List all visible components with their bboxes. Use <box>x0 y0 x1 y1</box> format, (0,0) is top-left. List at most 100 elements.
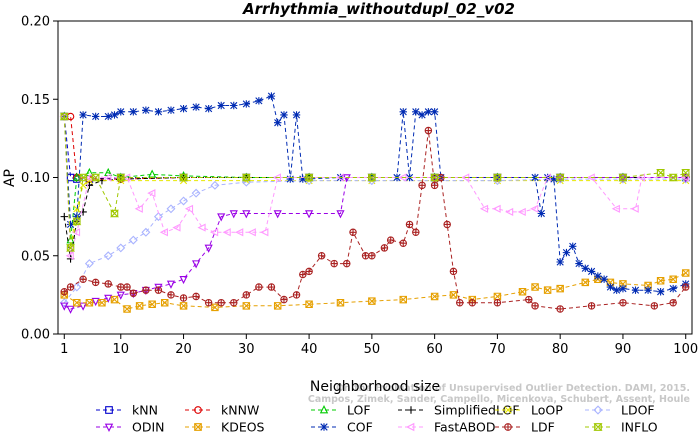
data-point <box>166 204 176 214</box>
y-tick-label: 0.00 <box>21 328 50 343</box>
data-point <box>449 291 458 299</box>
legend-label: FastABOD <box>434 420 496 434</box>
data-point <box>72 282 82 292</box>
data-point <box>418 181 426 189</box>
data-point <box>418 111 426 119</box>
data-point <box>116 173 126 182</box>
data-point <box>669 284 677 293</box>
data-point <box>222 228 231 237</box>
data-point <box>650 302 659 310</box>
data-point <box>304 173 314 182</box>
data-point <box>594 272 602 280</box>
data-point <box>204 299 213 307</box>
data-point <box>211 303 219 312</box>
legend-item-loop: LoOP <box>495 403 563 418</box>
data-point <box>619 299 627 307</box>
data-point <box>330 259 338 268</box>
data-point <box>619 284 627 293</box>
data-point <box>656 277 665 285</box>
legend-label: SimplifiedLOF <box>434 403 520 418</box>
series-ldf <box>60 126 690 313</box>
data-point <box>91 297 100 307</box>
data-point <box>681 269 690 277</box>
data-point <box>468 299 477 307</box>
legend-label: KDEOS <box>221 420 265 434</box>
data-point <box>368 297 376 305</box>
data-point <box>493 292 502 301</box>
data-point <box>179 302 188 310</box>
y-axis: 0.00 0.05 0.10 0.15 0.20 <box>21 15 58 343</box>
data-point <box>272 173 281 182</box>
data-point <box>669 299 677 307</box>
data-point <box>656 288 665 296</box>
y-tick-label: 0.20 <box>21 15 50 30</box>
data-point <box>117 283 125 291</box>
data-point <box>335 173 344 182</box>
data-point <box>274 119 282 127</box>
data-point <box>179 173 189 182</box>
data-point <box>320 423 328 431</box>
x-tick-label: 90 <box>615 342 632 357</box>
data-point <box>304 210 314 219</box>
data-point <box>72 217 82 226</box>
data-point <box>299 175 307 183</box>
x-axis-label: Neighborhood size <box>310 379 440 395</box>
data-point <box>242 302 251 310</box>
data-point <box>66 283 75 291</box>
legend-item-kdeos: KDEOS <box>185 420 265 434</box>
data-point <box>562 248 571 257</box>
data-point <box>407 406 415 414</box>
data-point <box>217 101 225 110</box>
data-point <box>668 173 678 182</box>
legend-item-inflo: INFLO <box>585 420 658 434</box>
data-point <box>517 207 526 217</box>
legend-label: kNN <box>132 403 158 418</box>
data-point <box>129 289 138 297</box>
legend-item-lof: LOF <box>311 403 371 418</box>
data-point <box>197 223 206 232</box>
data-point <box>412 228 420 236</box>
data-point <box>73 212 81 221</box>
data-point <box>66 244 76 252</box>
data-point <box>141 227 151 237</box>
data-point <box>600 275 608 283</box>
series-line <box>63 116 686 256</box>
data-point <box>537 209 546 218</box>
data-point <box>280 111 288 119</box>
y-axis-label: AP <box>2 169 18 187</box>
legend-item-odin: ODIN <box>96 420 165 434</box>
data-point <box>305 267 313 276</box>
legend-label: kNNW <box>221 403 259 418</box>
data-point <box>154 286 163 294</box>
data-point <box>518 287 527 296</box>
data-point <box>60 288 69 296</box>
x-tick-label: 100 <box>673 342 698 357</box>
legend-item-ldf: LDF <box>495 420 555 434</box>
data-point <box>79 275 87 283</box>
data-point <box>210 180 220 190</box>
data-point <box>399 108 407 116</box>
data-point <box>192 103 200 111</box>
data-point <box>117 175 125 183</box>
chart-title: Arrhythmia_withoutdupl_02_v02 <box>242 0 515 18</box>
data-point <box>430 292 439 301</box>
data-point <box>123 305 131 313</box>
data-point <box>60 302 69 311</box>
data-point <box>593 423 603 431</box>
data-point <box>255 283 263 291</box>
legend-item-ldof: LDOF <box>585 403 655 418</box>
data-point <box>581 278 590 287</box>
data-point <box>104 423 114 433</box>
data-point <box>85 181 94 190</box>
data-point <box>229 210 238 219</box>
data-point <box>292 291 301 299</box>
data-point <box>531 302 539 310</box>
data-point <box>242 291 251 299</box>
data-point <box>681 169 691 177</box>
data-point <box>575 259 583 268</box>
y-tick-label: 0.10 <box>21 171 50 186</box>
data-point <box>317 252 326 260</box>
x-tick-label: 30 <box>238 342 255 357</box>
data-point <box>556 284 564 293</box>
watermark: On the Evaluation of Unsupervised Outlie… <box>308 383 690 405</box>
